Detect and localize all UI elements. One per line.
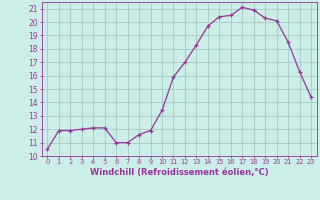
X-axis label: Windchill (Refroidissement éolien,°C): Windchill (Refroidissement éolien,°C) <box>90 168 268 177</box>
